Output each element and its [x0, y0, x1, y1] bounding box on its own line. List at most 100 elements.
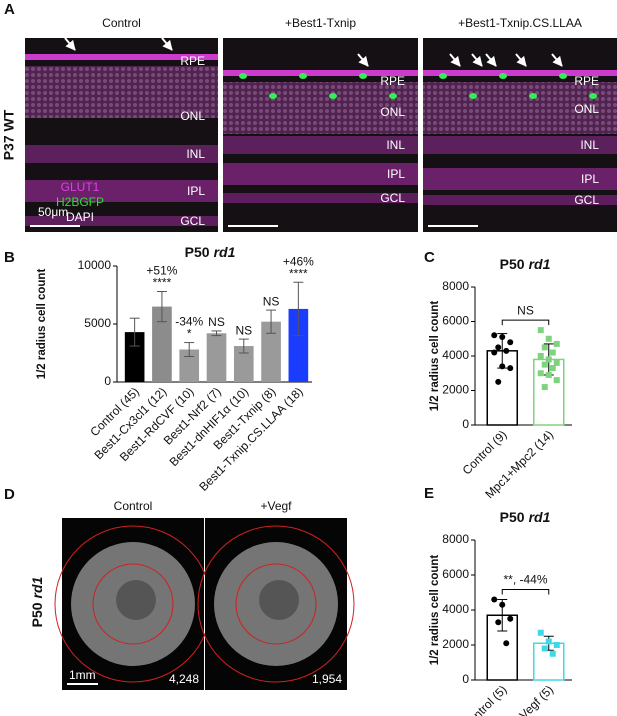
error-bar	[238, 338, 249, 354]
y-tick-label: 2000	[442, 637, 469, 651]
gfp-nucleus	[439, 73, 447, 79]
image-title: +Best1-Txnip	[285, 16, 356, 30]
bracket	[501, 589, 550, 595]
point	[537, 327, 544, 334]
point	[507, 339, 514, 346]
point	[541, 645, 548, 652]
onl-glut	[223, 82, 418, 134]
point	[545, 638, 552, 645]
layer-label: ONL	[380, 105, 405, 119]
title-part: P50	[29, 602, 45, 627]
y-tick-label: 8000	[442, 279, 469, 293]
layer-label: IPL	[187, 184, 205, 198]
bar	[179, 349, 200, 382]
gfp-nucleus	[329, 93, 337, 99]
onl	[423, 82, 617, 134]
title-part: P50	[500, 509, 525, 525]
cell-count: 4,248	[169, 672, 199, 686]
legend-entry: H2BGFP	[56, 195, 104, 209]
bar	[152, 306, 172, 382]
arrow	[64, 37, 76, 51]
inl	[223, 136, 418, 154]
x-tick-label: Control (5)	[460, 682, 510, 716]
y-axis-label: 1/2 radius cell count	[429, 301, 441, 412]
point	[507, 615, 514, 622]
error-bar	[129, 317, 140, 347]
title-part-italic: rd1	[529, 256, 551, 272]
annotation: NS	[208, 315, 225, 329]
layer-label: RPE	[574, 74, 599, 88]
title-part-italic: rd1	[529, 509, 551, 525]
bar	[233, 346, 254, 382]
point	[491, 332, 498, 339]
point	[549, 365, 556, 372]
layer-label: IPL	[387, 167, 405, 181]
title-part-italic: rd1	[29, 576, 45, 598]
retina-center	[259, 580, 299, 620]
point	[503, 640, 510, 647]
point	[553, 340, 560, 347]
title: P50rd1	[29, 576, 45, 627]
x-tick-label: Vegf (5)	[516, 682, 556, 716]
y-tick-label: 4000	[442, 602, 469, 616]
legend-entry: DAPI	[66, 210, 94, 224]
point	[545, 335, 552, 342]
error-bar	[266, 309, 277, 334]
point	[549, 349, 556, 356]
y-tick-label: 5000	[84, 316, 111, 330]
gcl	[25, 216, 218, 226]
inner-ring	[92, 563, 174, 645]
gfp-nucleus	[499, 73, 507, 79]
point	[553, 359, 560, 366]
layer-label: INL	[580, 138, 599, 152]
layer-label: INL	[186, 147, 205, 161]
outer-ring	[197, 525, 355, 683]
onl-glut	[423, 82, 617, 134]
inl	[423, 136, 617, 154]
retina-center	[116, 580, 156, 620]
bar	[288, 308, 309, 382]
y-tick-label: 10000	[78, 258, 112, 272]
gfp-nucleus	[299, 73, 307, 79]
annotation: +51%	[146, 264, 177, 278]
row-label: P37 WT	[1, 109, 17, 160]
arrow	[471, 53, 483, 67]
point	[541, 361, 548, 368]
y-tick-label: 0	[462, 417, 469, 431]
arrow	[551, 53, 563, 67]
ipl	[223, 163, 418, 185]
y-tick-label: 4000	[442, 348, 469, 362]
layer-label: RPE	[380, 74, 405, 88]
point	[541, 384, 548, 391]
annotation: ****	[153, 276, 172, 290]
ipl	[25, 180, 218, 202]
gfp-nucleus	[559, 73, 567, 79]
ipl	[423, 168, 617, 190]
arrow	[449, 53, 461, 67]
arrow	[485, 53, 497, 67]
title-part: P50	[500, 256, 525, 272]
y-axis-label: 1/2 radius cell count	[36, 269, 48, 380]
title-part-italic: rd1	[214, 244, 236, 260]
gfp-nucleus	[389, 93, 397, 99]
point	[499, 363, 506, 370]
legend-entry: GLUT1	[61, 180, 100, 194]
annotation: NS	[263, 294, 280, 308]
image-title: Control	[114, 499, 153, 513]
panel-label: E	[424, 485, 434, 502]
layer-label: ONL	[180, 109, 205, 123]
layer-label: RPE	[180, 54, 205, 68]
image-title: +Best1-Txnip.CS.LLAA	[458, 16, 582, 30]
point	[499, 334, 506, 341]
bar	[261, 321, 281, 382]
y-tick-label: 2000	[442, 383, 469, 397]
gfp-nucleus	[239, 73, 247, 79]
y-tick-label: 6000	[442, 567, 469, 581]
point	[495, 344, 502, 351]
annotation: NS	[235, 323, 252, 337]
y-tick-label: 0	[462, 672, 469, 686]
point	[545, 371, 552, 378]
layer-label: INL	[386, 138, 405, 152]
panel-label: A	[4, 1, 15, 18]
